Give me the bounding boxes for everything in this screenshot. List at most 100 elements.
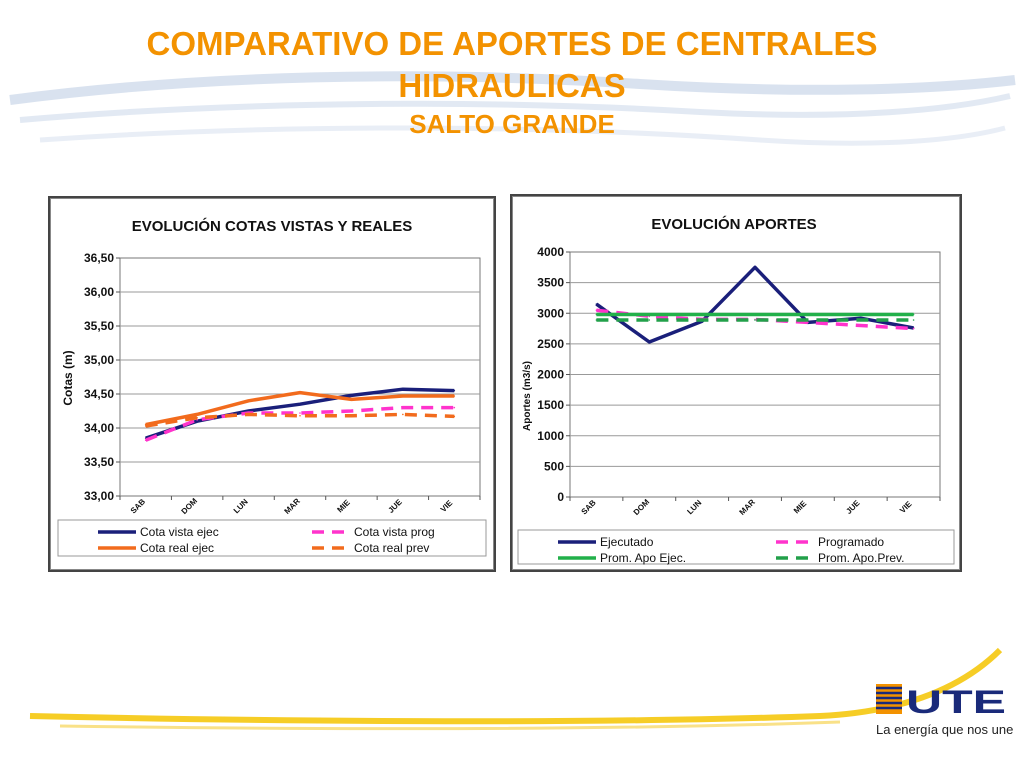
data-point bbox=[453, 415, 456, 418]
y-tick-label: 2000 bbox=[537, 368, 564, 382]
data-point bbox=[912, 319, 915, 321]
x-tick-label: DOM bbox=[180, 496, 200, 516]
x-tick-label: LUN bbox=[232, 497, 250, 515]
data-point bbox=[807, 319, 809, 321]
data-point bbox=[648, 341, 651, 343]
y-tick-label: 500 bbox=[544, 459, 564, 473]
ute-logo-mark-icon bbox=[876, 684, 902, 714]
x-tick-label: MIE bbox=[792, 499, 809, 516]
x-tick-label: LUN bbox=[685, 498, 703, 516]
y-tick-label: 2500 bbox=[537, 337, 564, 351]
y-tick-label: 33,50 bbox=[84, 455, 114, 469]
data-point bbox=[247, 413, 250, 416]
data-point bbox=[402, 388, 404, 391]
plot-area bbox=[119, 257, 481, 497]
data-point bbox=[402, 395, 404, 397]
data-point bbox=[350, 410, 353, 412]
data-point bbox=[807, 313, 809, 316]
data-point bbox=[402, 413, 404, 416]
data-point bbox=[299, 391, 301, 394]
data-point bbox=[453, 406, 456, 409]
x-tick-label: DOM bbox=[632, 497, 652, 517]
y-tick-label: 3500 bbox=[537, 276, 564, 290]
legend bbox=[57, 519, 487, 557]
ute-logo-text: UTE bbox=[906, 684, 1006, 720]
data-point bbox=[859, 319, 862, 321]
legend-label: Ejecutado bbox=[600, 535, 654, 549]
data-point bbox=[701, 319, 703, 321]
y-tick-label: 4000 bbox=[537, 245, 564, 259]
y-tick-label: 1500 bbox=[537, 398, 564, 412]
chart-title: EVOLUCIÓN APORTES bbox=[651, 215, 816, 233]
data-point bbox=[859, 313, 862, 316]
data-point bbox=[754, 319, 756, 321]
chart-aportes: EVOLUCIÓN APORTES 0 500 1000 1500 2000 2500 300… bbox=[517, 215, 955, 565]
y-tick-label: 0 bbox=[557, 490, 564, 504]
data-point bbox=[350, 394, 353, 397]
data-point bbox=[402, 406, 404, 409]
x-tick-label: SAB bbox=[580, 498, 598, 516]
data-point bbox=[144, 439, 147, 442]
x-tick-label: SAB bbox=[129, 497, 147, 515]
page-subtitle: SALTO GRANDE bbox=[409, 109, 615, 139]
data-point bbox=[595, 309, 598, 311]
x-tick-label: VIE bbox=[439, 498, 455, 514]
legend-label: Programado bbox=[818, 535, 884, 549]
chart-cotas: EVOLUCIÓN COTAS VISTAS Y REALES 33,00 33,5… bbox=[57, 217, 487, 557]
data-point bbox=[144, 425, 147, 427]
data-point bbox=[196, 417, 198, 419]
data-point bbox=[859, 324, 862, 327]
data-point bbox=[196, 420, 198, 422]
y-axis-label: Aportes (m3/s) bbox=[522, 361, 533, 431]
data-point bbox=[350, 414, 353, 417]
x-tick-label: JUE bbox=[844, 498, 862, 516]
y-tick-label: 36,50 bbox=[84, 251, 114, 265]
data-point bbox=[595, 313, 598, 316]
data-point bbox=[299, 403, 301, 405]
data-point bbox=[807, 321, 809, 324]
x-tick-label: MAR bbox=[283, 496, 302, 515]
y-tick-label: 35,00 bbox=[84, 353, 114, 367]
legend-label: Prom. Apo Ejec. bbox=[600, 551, 686, 565]
y-tick-label: 34,00 bbox=[84, 421, 114, 435]
data-point bbox=[595, 319, 598, 321]
ute-logo: UTE bbox=[876, 684, 1006, 720]
data-point bbox=[754, 313, 756, 316]
legend-label: Cota real ejec bbox=[140, 541, 214, 555]
y-tick-label: 1000 bbox=[537, 429, 564, 443]
data-point bbox=[247, 400, 250, 402]
y-tick-label: 34,50 bbox=[84, 387, 114, 401]
chart-title: EVOLUCIÓN COTAS VISTAS Y REALES bbox=[132, 217, 413, 235]
data-point bbox=[912, 327, 915, 330]
data-point bbox=[648, 313, 651, 316]
y-tick-label: 33,00 bbox=[84, 489, 114, 503]
chart-frame-aportes: EVOLUCIÓN APORTES 0 500 1000 1500 2000 2500 300… bbox=[510, 194, 962, 572]
x-tick-label: JUE bbox=[386, 497, 404, 515]
page-title-line2: HIDRAULICAS bbox=[398, 67, 626, 104]
data-point bbox=[595, 303, 598, 305]
y-tick-label: 35,50 bbox=[84, 319, 114, 333]
y-tick-label: 36,00 bbox=[84, 285, 114, 299]
data-point bbox=[350, 398, 353, 401]
x-tick-label: MAR bbox=[738, 497, 757, 516]
legend-label: Cota real prev bbox=[354, 541, 429, 555]
page-title: COMPARATIVO DE APORTES DE CENTRALES bbox=[146, 25, 878, 62]
data-point bbox=[453, 389, 456, 392]
legend-label: Cota vista prog bbox=[354, 525, 435, 539]
data-point bbox=[196, 413, 198, 416]
legend-label: Prom. Apo.Prev. bbox=[818, 551, 904, 565]
data-point bbox=[912, 313, 915, 316]
brand-tagline: La energía que nos une bbox=[876, 722, 1014, 737]
data-point bbox=[754, 266, 756, 269]
legend-label: Cota vista ejec bbox=[140, 525, 219, 539]
data-point bbox=[648, 319, 651, 321]
x-tick-label: MIE bbox=[335, 498, 352, 515]
data-point bbox=[701, 313, 703, 316]
data-point bbox=[299, 414, 301, 417]
data-point bbox=[453, 395, 456, 397]
data-point bbox=[299, 412, 301, 414]
y-tick-label: 3000 bbox=[537, 306, 564, 320]
y-axis-label: Cotas (m) bbox=[61, 350, 75, 405]
